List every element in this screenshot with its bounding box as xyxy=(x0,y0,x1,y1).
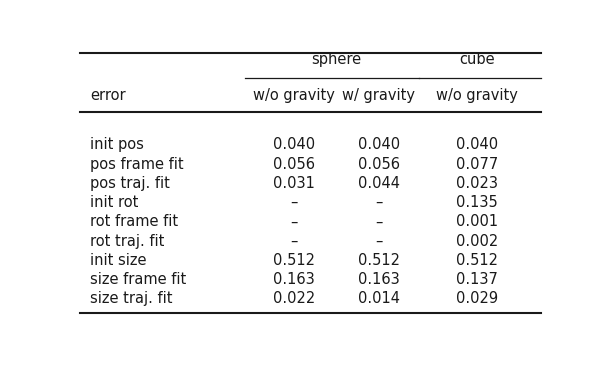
Text: rot frame fit: rot frame fit xyxy=(90,214,178,229)
Text: cube: cube xyxy=(459,52,495,67)
Text: size frame fit: size frame fit xyxy=(90,272,186,287)
Text: –: – xyxy=(290,214,298,229)
Text: 0.137: 0.137 xyxy=(456,272,498,287)
Text: –: – xyxy=(375,195,382,210)
Text: init pos: init pos xyxy=(90,137,144,152)
Text: w/ gravity: w/ gravity xyxy=(342,88,415,103)
Text: 0.029: 0.029 xyxy=(456,291,498,307)
Text: 0.031: 0.031 xyxy=(273,176,315,191)
Text: –: – xyxy=(290,195,298,210)
Text: size traj. fit: size traj. fit xyxy=(90,291,172,307)
Text: –: – xyxy=(375,234,382,249)
Text: sphere: sphere xyxy=(311,52,361,67)
Text: 0.044: 0.044 xyxy=(358,176,400,191)
Text: –: – xyxy=(290,234,298,249)
Text: 0.512: 0.512 xyxy=(456,253,498,268)
Text: pos traj. fit: pos traj. fit xyxy=(90,176,170,191)
Text: 0.056: 0.056 xyxy=(358,156,400,171)
Text: error: error xyxy=(90,88,125,103)
Text: 0.022: 0.022 xyxy=(273,291,315,307)
Text: 0.040: 0.040 xyxy=(456,137,498,152)
Text: 0.001: 0.001 xyxy=(456,214,498,229)
Text: init rot: init rot xyxy=(90,195,138,210)
Text: 0.056: 0.056 xyxy=(273,156,315,171)
Text: init size: init size xyxy=(90,253,146,268)
Text: w/o gravity: w/o gravity xyxy=(253,88,335,103)
Text: 0.014: 0.014 xyxy=(358,291,400,307)
Text: rot traj. fit: rot traj. fit xyxy=(90,234,164,249)
Text: 0.002: 0.002 xyxy=(456,234,498,249)
Text: 0.023: 0.023 xyxy=(456,176,498,191)
Text: 0.135: 0.135 xyxy=(456,195,498,210)
Text: 0.040: 0.040 xyxy=(358,137,400,152)
Text: 0.163: 0.163 xyxy=(358,272,399,287)
Text: 0.163: 0.163 xyxy=(273,272,315,287)
Text: 0.040: 0.040 xyxy=(273,137,315,152)
Text: 0.512: 0.512 xyxy=(358,253,400,268)
Text: –: – xyxy=(375,214,382,229)
Text: 0.512: 0.512 xyxy=(273,253,315,268)
Text: w/o gravity: w/o gravity xyxy=(436,88,518,103)
Text: pos frame fit: pos frame fit xyxy=(90,156,184,171)
Text: 0.077: 0.077 xyxy=(456,156,498,171)
